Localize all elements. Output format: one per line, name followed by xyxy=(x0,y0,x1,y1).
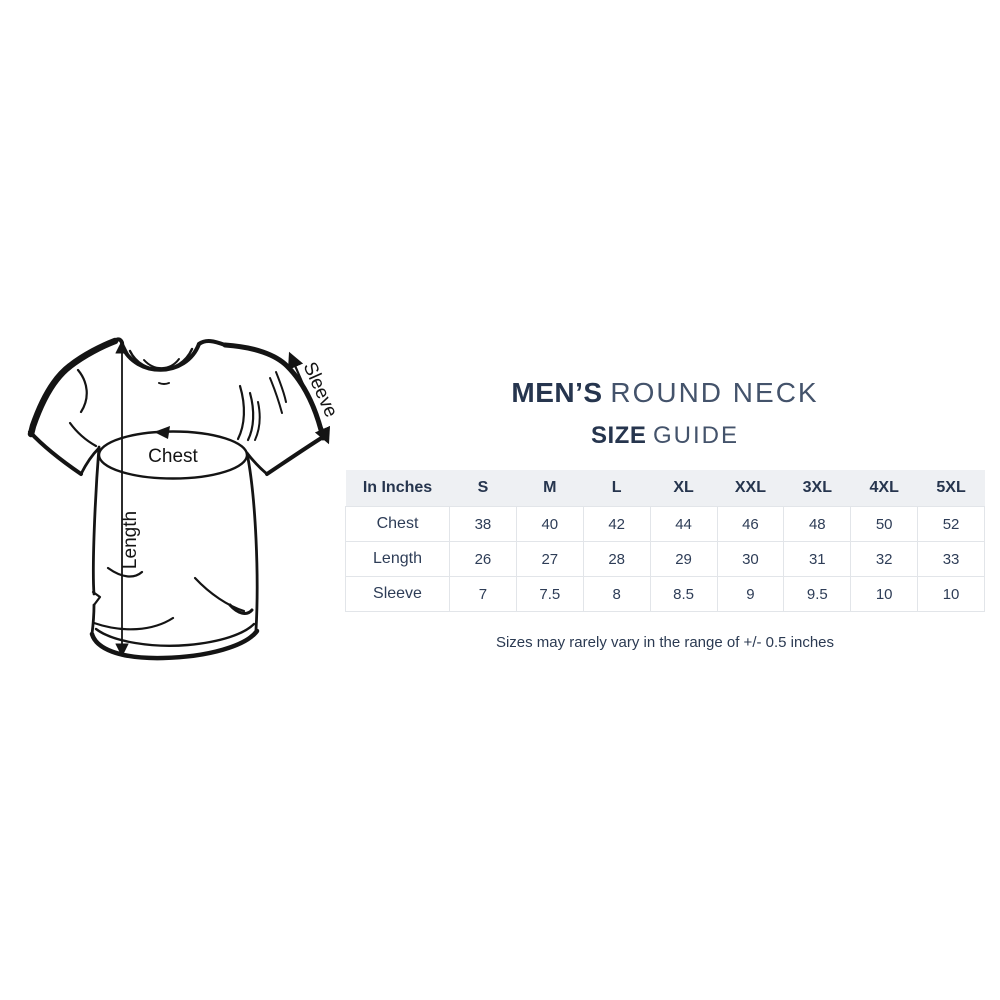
value-cell: 44 xyxy=(649,506,718,542)
sleeve-arrow xyxy=(287,351,331,445)
size-variance-note: Sizes may rarely vary in the range of +/… xyxy=(495,634,835,651)
col-header-s: S xyxy=(449,470,517,507)
value-cell: 40 xyxy=(515,506,584,542)
value-cell: 10 xyxy=(850,576,919,612)
row-label-chest: Chest xyxy=(345,506,450,542)
table-row-length: Length 26 27 28 29 30 31 32 33 xyxy=(345,541,985,577)
size-table: In Inches S M L XL XXL 3XL 4XL 5XL Chest… xyxy=(345,470,985,612)
value-cell: 10 xyxy=(917,576,985,612)
value-cell: 38 xyxy=(449,506,517,542)
tshirt-drawing: Length Chest Sleeve xyxy=(27,337,341,661)
value-cell: 9 xyxy=(716,576,785,612)
value-cell: 27 xyxy=(515,541,584,577)
col-header-xxl: XXL xyxy=(717,470,784,507)
title-light: ROUND NECK xyxy=(610,377,819,408)
value-cell: 48 xyxy=(783,506,852,542)
table-row-chest: Chest 38 40 42 44 46 48 50 52 xyxy=(345,506,985,542)
value-cell: 30 xyxy=(716,541,785,577)
value-cell: 26 xyxy=(449,541,517,577)
col-header-xl: XL xyxy=(650,470,717,507)
subtitle-bold: SIZE xyxy=(590,422,647,449)
unit-header-cell: In Inches xyxy=(345,470,450,507)
row-label-sleeve: Sleeve xyxy=(345,576,450,612)
size-table-header-row: In Inches S M L XL XXL 3XL 4XL 5XL xyxy=(345,470,985,507)
col-header-3xl: 3XL xyxy=(783,470,851,507)
chest-ellipse xyxy=(97,426,249,480)
tshirt-outline xyxy=(27,337,326,661)
value-cell: 8 xyxy=(582,576,651,612)
row-label-length: Length xyxy=(345,541,450,577)
col-header-4xl: 4XL xyxy=(850,470,918,507)
value-cell: 29 xyxy=(649,541,718,577)
size-guide-panel: MEN’S ROUND NECK SIZE GUIDE In Inches S … xyxy=(345,378,985,651)
value-cell: 9.5 xyxy=(783,576,852,612)
page-subtitle: SIZE GUIDE xyxy=(345,422,985,450)
chest-arrowhead xyxy=(154,426,170,439)
value-cell: 32 xyxy=(850,541,919,577)
length-label: Length xyxy=(120,511,141,569)
page-title: MEN’S ROUND NECK xyxy=(345,378,985,408)
title-bold: MEN’S xyxy=(511,377,603,408)
tshirt-measurement-diagram: Length Chest Sleeve xyxy=(18,328,352,672)
value-cell: 8.5 xyxy=(649,576,718,612)
chest-label: Chest xyxy=(148,446,198,467)
subtitle-light: GUIDE xyxy=(653,422,740,449)
value-cell: 52 xyxy=(917,506,985,542)
col-header-l: L xyxy=(583,470,651,507)
value-cell: 42 xyxy=(582,506,651,542)
value-cell: 28 xyxy=(582,541,651,577)
value-cell: 7.5 xyxy=(515,576,584,612)
table-row-sleeve: Sleeve 7 7.5 8 8.5 9 9.5 10 10 xyxy=(345,576,985,612)
value-cell: 31 xyxy=(783,541,852,577)
value-cell: 7 xyxy=(449,576,517,612)
value-cell: 50 xyxy=(850,506,919,542)
col-header-m: M xyxy=(516,470,584,507)
value-cell: 46 xyxy=(716,506,785,542)
value-cell: 33 xyxy=(917,541,985,577)
col-header-5xl: 5XL xyxy=(917,470,985,507)
